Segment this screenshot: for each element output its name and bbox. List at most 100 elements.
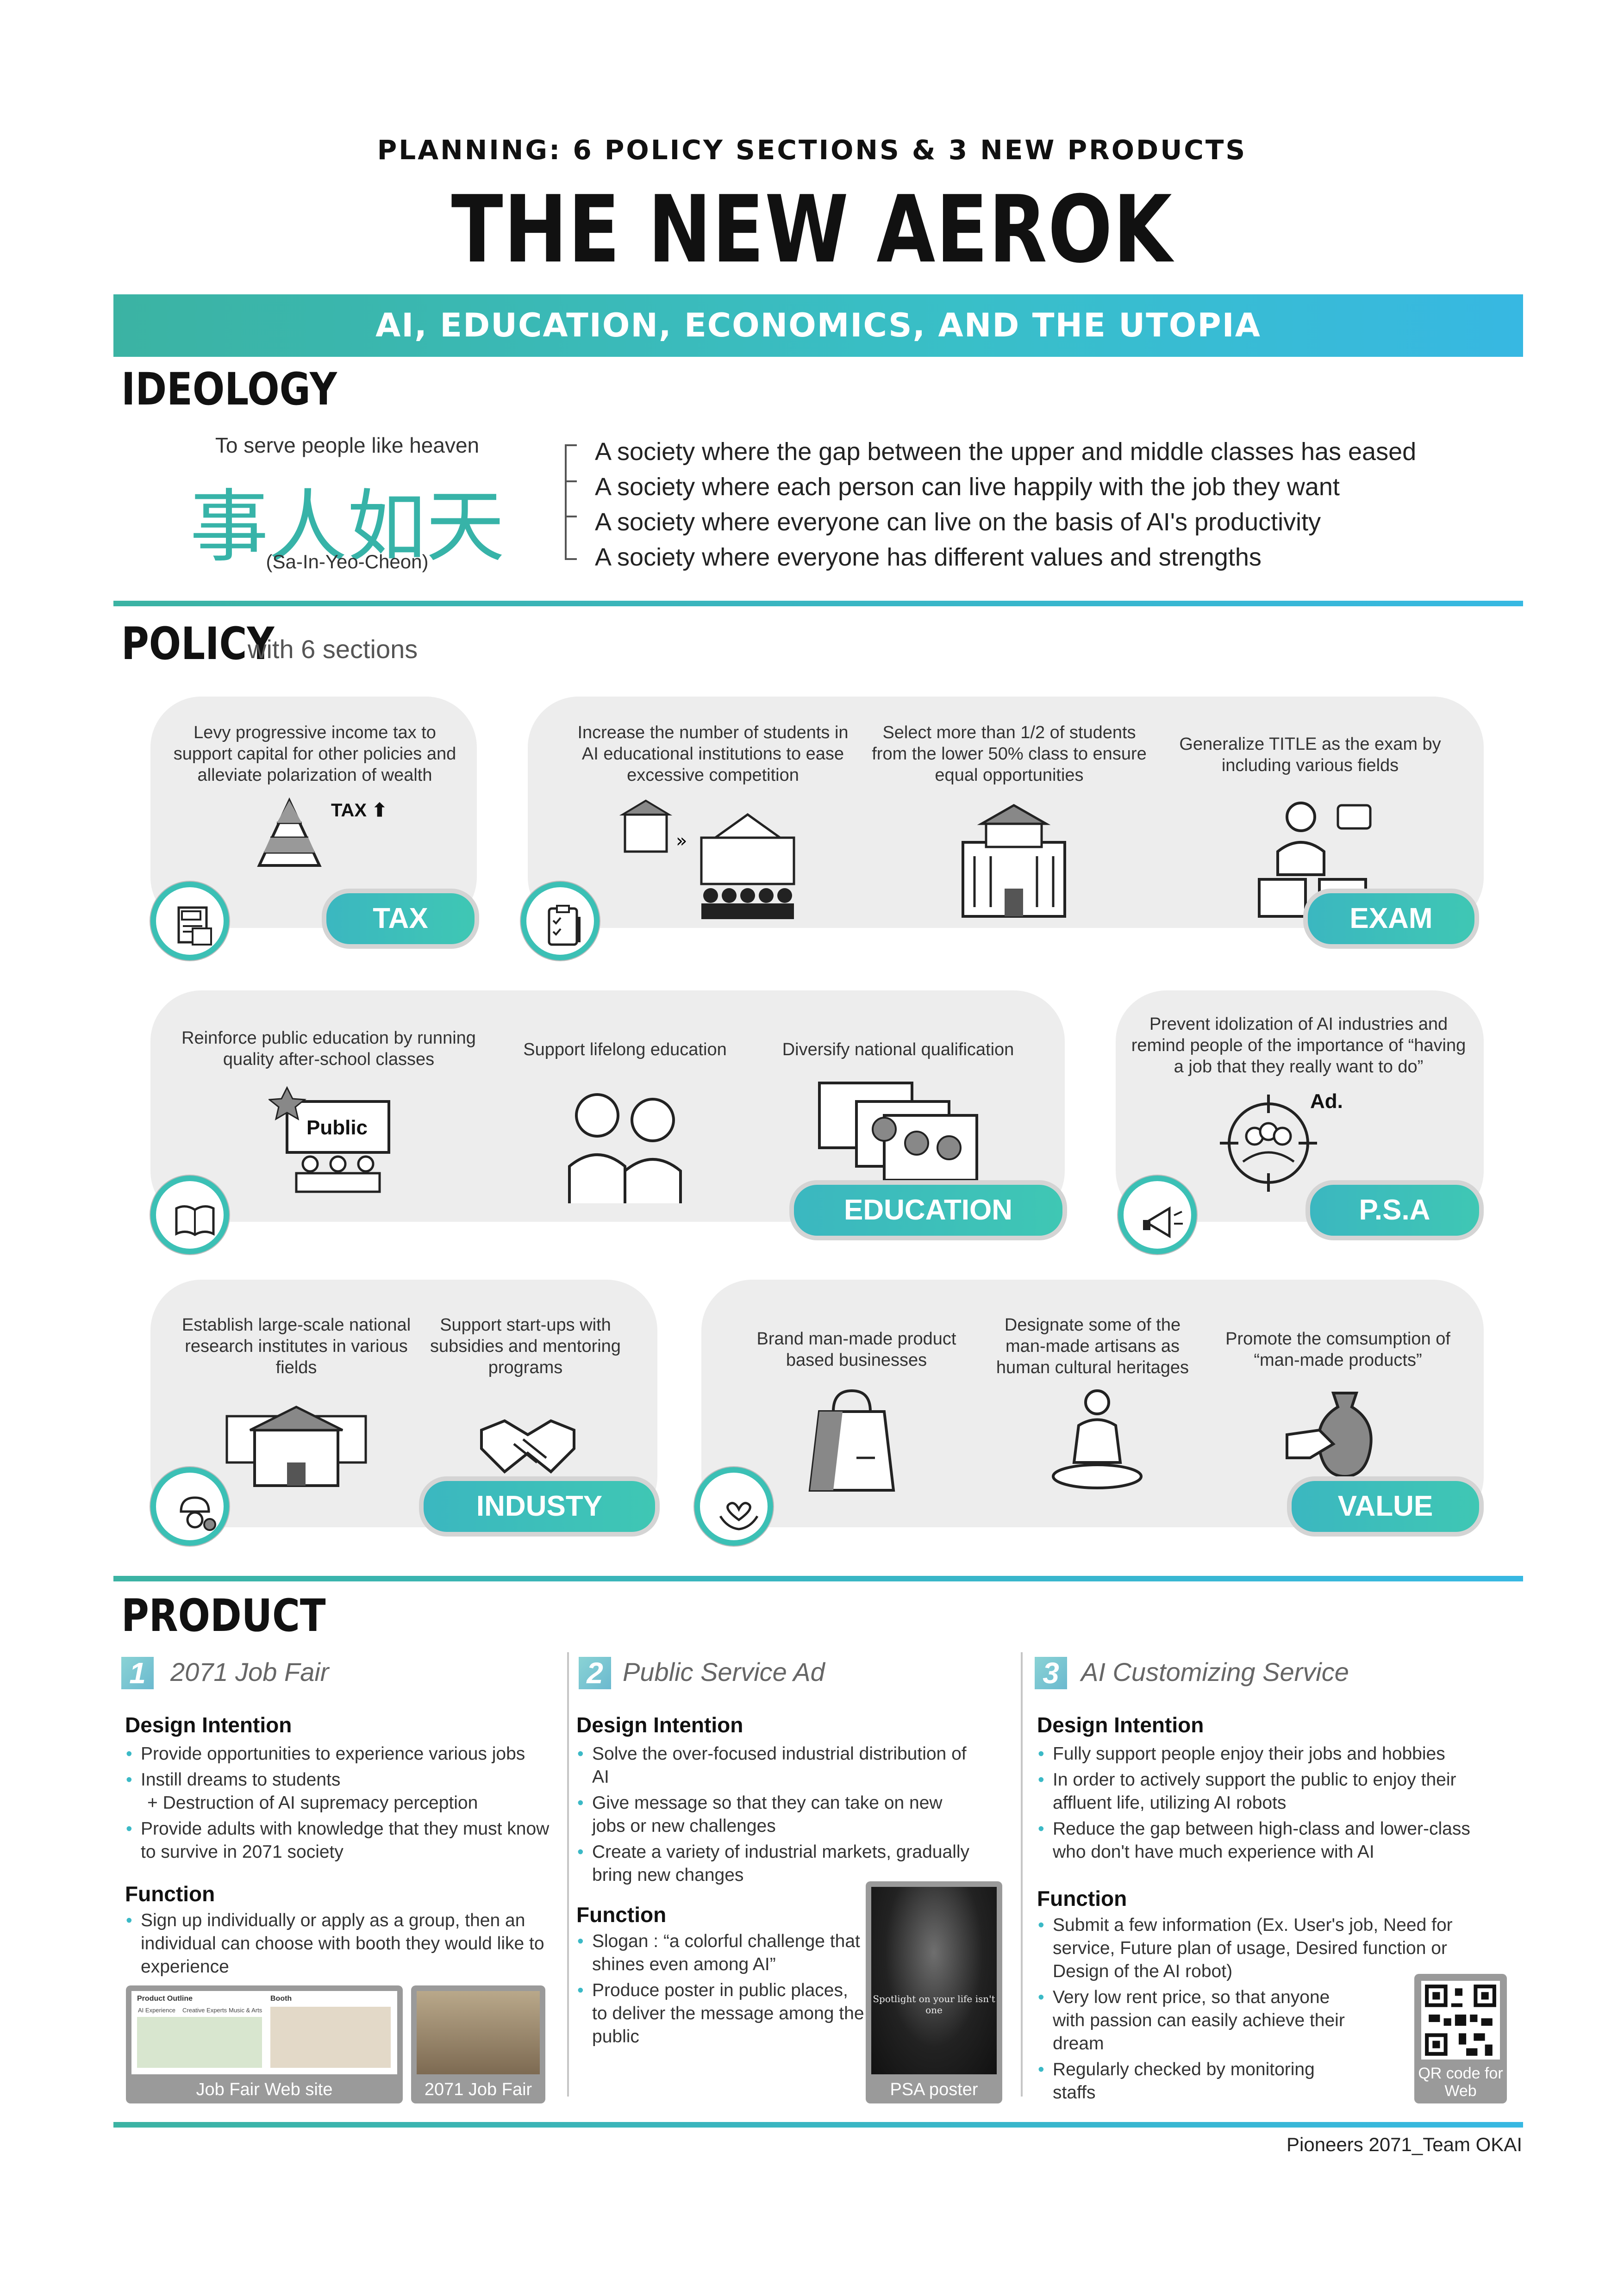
product-3-function-list: Submit a few information (Ex. User's job… bbox=[1037, 1914, 1500, 2107]
pottery-hand-icon bbox=[1286, 1392, 1373, 1478]
list-item: Slogan : “a colorful challenge that shin… bbox=[576, 1930, 868, 1976]
exam-text-1: Increase the number of students in AI ed… bbox=[577, 723, 849, 785]
value-circle-icon bbox=[694, 1467, 773, 1546]
list-item: Create a variety of industrial markets, … bbox=[576, 1841, 979, 1887]
ideology-hanja: 事人如天 bbox=[189, 481, 505, 573]
web-mock-booth: Booth bbox=[270, 1995, 292, 2003]
ideology-heading: IDEOLOGY bbox=[121, 363, 337, 415]
product-2-design-heading: Design Intention bbox=[576, 1713, 743, 1737]
psa-label: P.S.A bbox=[1305, 1180, 1484, 1240]
pyramid-icon bbox=[257, 797, 322, 867]
meditation-icon bbox=[1052, 1389, 1143, 1489]
list-item: Instill dreams to students+ Destruction … bbox=[125, 1768, 556, 1815]
tax-document-icon bbox=[177, 906, 212, 946]
qr-code-icon bbox=[1421, 1981, 1500, 2060]
product-3-function-heading: Function bbox=[1037, 1886, 1127, 1910]
design-extra: + Destruction of AI supremacy perception bbox=[147, 1793, 478, 1813]
product-1-function-heading: Function bbox=[125, 1882, 215, 1906]
public-board-text: Public bbox=[306, 1116, 368, 1139]
heart-hands-icon bbox=[719, 1502, 759, 1531]
column-divider bbox=[567, 1652, 569, 2097]
list-item: Give message so that they can take on ne… bbox=[576, 1792, 979, 1838]
industry-circle-icon bbox=[150, 1467, 229, 1546]
product-3-design-list: Fully support people enjoy their jobs an… bbox=[1037, 1742, 1500, 1867]
exam-text-2: Select more than 1/2 of students from th… bbox=[872, 723, 1147, 785]
product-2-function-heading: Function bbox=[576, 1903, 667, 1927]
education-circle-icon bbox=[150, 1176, 229, 1254]
thumbnail-caption: QR code for Web bbox=[1418, 2065, 1503, 2100]
thumbnail-caption: Job Fair Web site bbox=[196, 2080, 333, 2099]
ideology-item: A society where everyone can live on the… bbox=[595, 508, 1321, 536]
handshake-icon bbox=[480, 1419, 575, 1474]
ideology-motto: To serve people like heaven bbox=[215, 433, 480, 457]
product-heading: PRODUCT bbox=[121, 1590, 326, 1642]
product-1-title: 2071 Job Fair bbox=[170, 1657, 329, 1686]
education-label: EDUCATION bbox=[789, 1180, 1067, 1240]
web-mock-col-1: AI Experience bbox=[138, 2007, 175, 2014]
product-3-design-heading: Design Intention bbox=[1037, 1713, 1204, 1737]
education-text-1: Reinforce public education by running qu… bbox=[181, 1028, 476, 1069]
school-building-icon bbox=[962, 804, 1066, 918]
product-2-number: 2 bbox=[579, 1657, 611, 1689]
value-text-3: Promote the comsumption of “man-made pro… bbox=[1225, 1329, 1450, 1370]
product-1-design-heading: Design Intention bbox=[125, 1713, 292, 1737]
list-item: Sign up individually or apply as a group… bbox=[125, 1909, 556, 1979]
worker-gear-icon bbox=[180, 1496, 216, 1531]
industry-label: INDUSTY bbox=[419, 1476, 660, 1537]
list-item: Provide opportunities to experience vari… bbox=[125, 1742, 556, 1766]
certificates-icon bbox=[818, 1082, 978, 1182]
psa-poster-thumbnail[interactable]: Spotlight on your life isn't one PSA pos… bbox=[866, 1881, 1002, 2103]
ideology-item: A society where each person can live hap… bbox=[595, 473, 1340, 501]
policy-subheading: with 6 sections bbox=[248, 635, 418, 664]
column-divider bbox=[1021, 1652, 1023, 2097]
thumbnail-caption: PSA poster bbox=[890, 2080, 978, 2099]
ideology-romanization: (Sa-In-Yeo-Cheon) bbox=[266, 551, 429, 572]
web-mock-col-2: Creative Experts bbox=[182, 2007, 227, 2014]
list-item: Solve the over-focused industrial distri… bbox=[576, 1742, 979, 1789]
product-1-number: 1 bbox=[121, 1657, 154, 1689]
ideology-bracket bbox=[565, 444, 579, 560]
qr-code-thumbnail[interactable]: QR code for Web bbox=[1414, 1974, 1507, 2103]
section-divider bbox=[113, 1576, 1523, 1581]
svg-text:»: » bbox=[676, 830, 687, 852]
list-item: Provide adults with knowledge that they … bbox=[125, 1817, 556, 1864]
job-fair-web-thumbnail[interactable]: Product Outline AI Experience Creative E… bbox=[126, 1985, 403, 2103]
footer-credit: Pioneers 2071_Team OKAI bbox=[1287, 2134, 1522, 2155]
psa-circle-icon bbox=[1118, 1176, 1197, 1254]
classroom-icon bbox=[269, 1086, 390, 1193]
product-1-function-list: Sign up individually or apply as a group… bbox=[125, 1909, 556, 1981]
list-item: In order to actively support the public … bbox=[1037, 1768, 1500, 1815]
job-fair-photo-thumbnail[interactable]: 2071 Job Fair bbox=[411, 1985, 545, 2103]
tax-icon-label: TAX ⬆ bbox=[331, 800, 387, 821]
product-3-title: AI Customizing Service bbox=[1081, 1657, 1349, 1686]
industry-text-2: Support start-ups with subsidies and men… bbox=[430, 1315, 621, 1377]
web-mock-title: Product Outline bbox=[137, 1995, 193, 2003]
section-divider bbox=[113, 601, 1523, 606]
list-item: Fully support people enjoy their jobs an… bbox=[1037, 1742, 1500, 1766]
poster-headline: Spotlight on your life isn't one bbox=[873, 1993, 995, 2016]
value-text-2: Designate some of the man-made artisans … bbox=[996, 1315, 1189, 1377]
exam-circle-icon bbox=[521, 882, 600, 960]
list-item: Produce poster in public places, to deli… bbox=[576, 1979, 868, 2048]
megaphone-icon bbox=[1143, 1206, 1183, 1238]
ad-icon-label: Ad. bbox=[1310, 1090, 1343, 1113]
ideology-item: A society where everyone has different v… bbox=[595, 543, 1262, 571]
product-2-design-list: Solve the over-focused industrial distri… bbox=[576, 1742, 979, 1890]
section-divider bbox=[113, 2122, 1523, 2128]
value-label: VALUE bbox=[1287, 1476, 1484, 1537]
book-icon bbox=[175, 1205, 215, 1236]
thumbnail-caption: 2071 Job Fair bbox=[424, 2080, 532, 2099]
exam-label: EXAM bbox=[1303, 889, 1479, 949]
value-text-1: Brand man-made product based businesses bbox=[756, 1329, 956, 1370]
research-institute-icon bbox=[225, 1406, 367, 1487]
page-title: THE NEW AEROK bbox=[451, 176, 1173, 284]
product-3-number: 3 bbox=[1035, 1657, 1067, 1689]
list-item: Reduce the gap between high-class and lo… bbox=[1037, 1817, 1500, 1864]
education-text-3: Diversify national qualification bbox=[782, 1040, 1014, 1059]
product-1-design-list: Provide opportunities to experience vari… bbox=[125, 1742, 556, 1867]
product-2-function-list: Slogan : “a colorful challenge that shin… bbox=[576, 1930, 868, 2051]
shopping-bag-icon bbox=[808, 1389, 895, 1492]
page-subtitle: PLANNING: 6 POLICY SECTIONS & 3 NEW PROD… bbox=[377, 134, 1247, 166]
tax-label: TAX bbox=[322, 889, 479, 949]
checklist-icon bbox=[548, 905, 581, 946]
